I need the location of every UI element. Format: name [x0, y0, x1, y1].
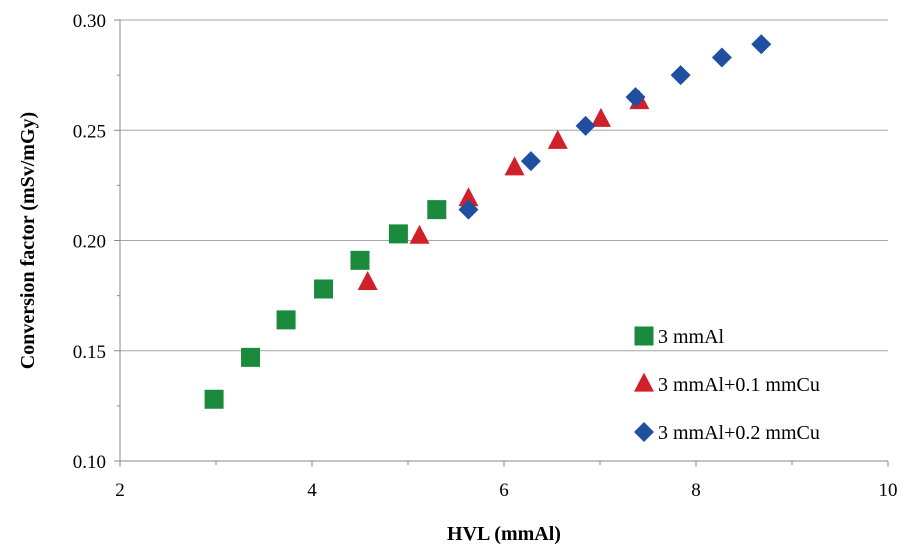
x-tick-label: 6 — [499, 480, 509, 501]
x-tick-label: 2 — [115, 480, 125, 501]
legend-label: 3 mmAl — [658, 326, 725, 348]
data-point-square — [350, 250, 370, 270]
data-point-triangle — [504, 156, 525, 176]
x-axis-title: HVL (mmAl) — [447, 523, 561, 545]
y-tick-label: 0.20 — [73, 232, 106, 253]
data-point-square — [276, 310, 296, 330]
axes — [114, 19, 889, 467]
x-tick-label: 10 — [879, 480, 898, 501]
data-point-square — [427, 200, 447, 220]
data-point-triangle — [590, 107, 611, 127]
data-point-triangle — [357, 270, 378, 290]
data-point-triangle — [547, 129, 568, 149]
legend: 3 mmAl 3 mmAl+0.1 mmCu 3 mmAl+0.2 mmCu — [634, 326, 820, 444]
data-point-diamond — [625, 87, 646, 108]
legend-label: 3 mmAl+0.2 mmCu — [658, 422, 820, 444]
data-point-diamond — [575, 115, 596, 136]
x-tick-label: 4 — [307, 480, 317, 501]
legend-marker-triangle — [634, 372, 654, 392]
legend-marker-square — [634, 326, 654, 346]
y-tick-label: 0.15 — [73, 342, 106, 363]
legend-label: 3 mmAl+0.1 mmCu — [658, 374, 820, 396]
data-point-diamond — [458, 199, 479, 220]
data-point-square — [204, 389, 224, 409]
legend-marker-diamond — [634, 422, 654, 442]
data-point-square — [241, 347, 261, 367]
y-tick-label: 0.30 — [73, 11, 106, 32]
data-point-diamond — [711, 47, 732, 68]
data-point-diamond — [670, 65, 691, 86]
data-points — [204, 34, 772, 409]
data-point-triangle — [458, 187, 479, 207]
data-point-square — [314, 279, 334, 299]
data-point-diamond — [520, 151, 541, 172]
y-axis-title: Conversion factor (mSv/mGy) — [17, 112, 39, 369]
y-tick-label: 0.25 — [73, 121, 106, 142]
data-point-diamond — [751, 34, 772, 55]
tick-labels: 0.10 0.15 0.20 0.25 0.30 2 4 6 8 10 — [73, 11, 898, 501]
y-tick-label: 0.10 — [73, 452, 106, 473]
grid-lines — [120, 19, 888, 352]
data-point-square — [388, 224, 408, 244]
data-point-triangle — [409, 224, 430, 244]
x-tick-label: 8 — [691, 480, 701, 501]
